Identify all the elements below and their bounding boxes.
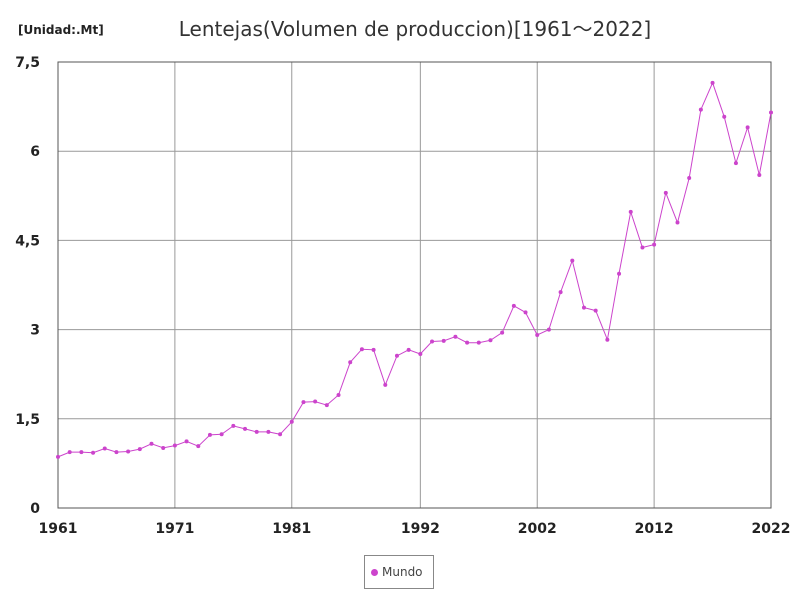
x-tick-label: 1992 [401,521,440,537]
data-point [102,446,107,451]
data-point [383,382,388,387]
data-point [313,399,318,404]
y-tick-label: 3 [30,323,40,339]
data-point [441,338,446,343]
data-point [476,340,481,345]
data-point [652,242,657,247]
x-tick-label: 1971 [155,521,194,537]
data-point [617,271,622,276]
y-tick-label: 4,5 [15,233,40,249]
data-point [558,290,563,295]
data-point [453,334,458,339]
data-point [675,220,680,225]
data-point [722,114,727,119]
data-point [640,245,645,250]
data-point [336,393,341,398]
data-point [359,347,364,352]
x-tick-label: 1961 [39,521,78,537]
data-point [371,347,376,352]
x-tick-label: 2022 [752,521,791,537]
data-point [593,308,598,313]
data-point [149,441,154,446]
data-point [231,423,236,428]
series-line [57,81,772,458]
data-point [745,125,750,130]
data-point [348,360,353,365]
data-point [114,450,119,455]
y-axis-ticks: 0 1,5 3 4,5 6 7,5 [15,55,40,517]
data-point [137,447,142,452]
data-point [769,110,773,115]
data-point [91,450,96,455]
legend-marker [371,569,378,576]
data-point [500,330,505,335]
data-point [56,454,60,459]
data-point [687,175,692,180]
data-point [546,327,551,332]
series-mundo [56,80,773,459]
data-point [278,432,283,437]
x-axis-ticks: 1961 1971 1981 1992 2002 2012 2022 [39,521,791,537]
data-point [394,353,399,358]
data-point [535,332,540,337]
data-point [79,450,84,455]
data-point [581,305,586,310]
x-tick-label: 2012 [635,521,674,537]
data-point [196,444,201,449]
data-point [324,403,329,408]
legend-label: Mundo [382,565,423,579]
data-point [161,445,166,450]
data-point [301,400,306,405]
data-point [172,443,177,448]
data-point [406,347,411,352]
data-point [266,429,271,434]
x-tick-label: 2002 [518,521,557,537]
data-point [207,432,212,437]
data-point [254,429,259,434]
data-point [511,303,516,308]
grid [57,61,772,509]
data-point [570,258,575,263]
data-point [757,172,762,177]
data-point [523,310,528,315]
data-point [605,337,610,342]
unit-label: [Unidad:.Mt] [18,23,104,37]
y-tick-label: 1,5 [15,412,40,428]
data-point [733,161,738,166]
data-point [184,439,189,444]
data-point [710,80,715,85]
data-point [418,351,423,356]
data-point [430,339,435,344]
data-point [243,426,248,431]
data-point [488,338,493,343]
data-point [126,449,131,454]
chart-title: Lentejas(Volumen de produccion)[1961～202… [179,17,651,41]
data-point [628,209,633,214]
x-tick-label: 1981 [272,521,311,537]
plot-frame [57,61,772,509]
y-tick-label: 6 [30,144,40,160]
y-tick-label: 0 [30,501,40,517]
y-tick-label: 7,5 [15,55,40,71]
data-point [67,450,72,455]
data-point [289,419,294,424]
data-point [219,432,224,437]
data-point [663,190,668,195]
data-point [698,107,703,112]
data-point [465,340,470,345]
legend: Mundo [364,555,434,589]
